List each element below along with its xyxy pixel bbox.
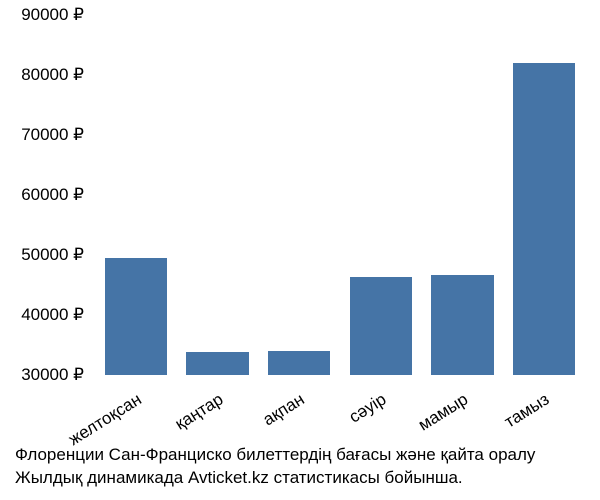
bar-slot (177, 15, 259, 375)
bar (186, 352, 248, 375)
price-chart: 30000 ₽ 40000 ₽ 50000 ₽ 60000 ₽ 70000 ₽ 80000… (0, 0, 600, 500)
x-tick-label: желтоқсан (65, 390, 145, 450)
bar-slot (422, 15, 504, 375)
y-tick-label: 70000 ₽ (21, 125, 84, 145)
y-axis: 30000 ₽40000 ₽50000 ₽60000 ₽70000 ₽80000… (0, 15, 90, 375)
bar (431, 275, 493, 375)
bar (513, 63, 575, 375)
bar (350, 277, 412, 375)
x-tick-label: сәуір (346, 390, 390, 428)
y-tick-label: 80000 ₽ (21, 65, 84, 85)
x-tick-label: тамыз (502, 390, 554, 433)
x-tick-label: ақпан (260, 390, 309, 431)
bar (268, 351, 330, 375)
y-tick-label: 40000 ₽ (21, 305, 84, 325)
x-tick-label: қаңтар (171, 390, 226, 435)
bar-slot (340, 15, 422, 375)
bar (105, 258, 167, 375)
bars-container (95, 15, 585, 375)
x-tick-label: мамыр (415, 390, 472, 436)
bar-slot (95, 15, 177, 375)
caption-line-2: Жылдық динамикада Avticket.kz статистика… (15, 467, 535, 490)
plot-area (95, 15, 585, 375)
chart-caption: Флоренции Сан-Франциско билеттердің баға… (15, 444, 535, 490)
y-tick-label: 50000 ₽ (21, 245, 84, 265)
caption-line-1: Флоренции Сан-Франциско билеттердің баға… (15, 444, 535, 467)
y-tick-label: 30000 ₽ (21, 365, 84, 385)
bar-slot (258, 15, 340, 375)
y-tick-label: 90000 ₽ (21, 5, 84, 25)
x-axis-labels: желтоқсанқаңтарақпансәуірмамыртамыз (95, 380, 585, 450)
y-tick-label: 60000 ₽ (21, 185, 84, 205)
bar-slot (503, 15, 585, 375)
